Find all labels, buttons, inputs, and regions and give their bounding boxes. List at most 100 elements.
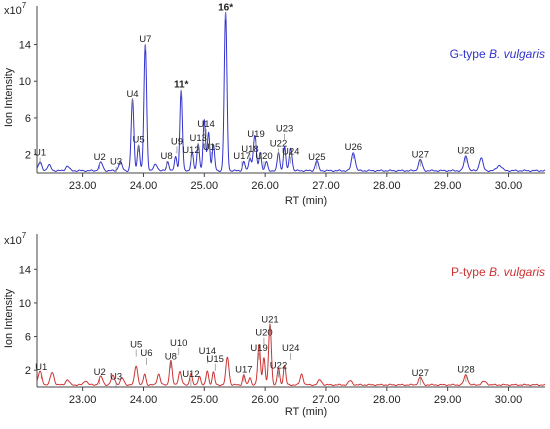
- y-tick-label: 6: [25, 113, 31, 125]
- peak-point: [249, 377, 250, 378]
- peak-point: [175, 156, 176, 157]
- peak-label: U22: [270, 138, 287, 149]
- y-tick-label: 14: [19, 40, 31, 52]
- peak-point: [158, 373, 159, 374]
- x-tick-label: 23.00: [69, 180, 97, 192]
- peak-label: U2: [94, 367, 106, 378]
- peak-label: U1: [34, 148, 46, 159]
- peak-label: U12: [182, 145, 199, 156]
- chromatogram-trace: [36, 11, 546, 173]
- peak-label: 11*: [174, 80, 189, 91]
- legend-prefix: P-type: [451, 265, 489, 279]
- peak-label: U17: [233, 151, 250, 162]
- peak-point: [301, 373, 302, 374]
- legend-entry: P-type B. vulgaris: [451, 265, 545, 279]
- y-tick-label: 6: [25, 332, 31, 344]
- peak-label: U12: [182, 369, 199, 380]
- y-multiplier-label: x107: [4, 231, 27, 247]
- peak-point: [155, 164, 156, 165]
- peak-label: U25: [308, 152, 325, 163]
- peak-point: [179, 371, 180, 372]
- peak-label: U1: [35, 362, 47, 373]
- y-tick-label: 2: [25, 150, 31, 162]
- peak-label: U10: [170, 338, 187, 349]
- y-multiplier-base: x10: [4, 235, 22, 247]
- y-tick-label: 10: [19, 76, 31, 88]
- peak-label: U27: [412, 368, 429, 379]
- y-multiplier-exponent: 7: [22, 231, 27, 240]
- peak-label: U26: [345, 142, 362, 153]
- y-multiplier-label: x107: [4, 1, 27, 17]
- x-tick-label: 25.00: [191, 394, 219, 406]
- x-tick-label: 29.00: [434, 394, 462, 406]
- x-tick-label: 29.00: [434, 180, 462, 192]
- peak-label: U28: [457, 146, 474, 157]
- peak-label: U22: [270, 361, 287, 372]
- peak-label: U3: [110, 157, 122, 168]
- peak-label: U6: [140, 348, 152, 359]
- peak-label: U2: [94, 152, 106, 163]
- x-tick-label: 25.00: [191, 180, 219, 192]
- x-tick-label: 30.00: [495, 180, 523, 192]
- peak-point: [499, 165, 500, 166]
- peak-point: [67, 166, 68, 167]
- y-tick-label: 10: [19, 298, 31, 310]
- peak-label: U20: [255, 328, 272, 339]
- peak-label: U24: [282, 147, 299, 158]
- legend-entry: G-type B. vulgaris: [450, 47, 545, 61]
- y-axis-title: Ion Intensity: [3, 67, 15, 127]
- peak-point: [207, 370, 208, 371]
- legend-prefix: G-type: [450, 47, 489, 61]
- legend-species: B. vulgaris: [489, 47, 545, 61]
- peak-point: [227, 357, 228, 358]
- peak-label: U8: [165, 351, 177, 362]
- peak-label: U19: [247, 129, 264, 140]
- x-axis-title: RT (min): [285, 195, 327, 207]
- x-tick-label: 28.00: [373, 394, 401, 406]
- peak-label: U27: [412, 149, 429, 160]
- y-multiplier-base: x10: [4, 5, 22, 17]
- peak-label: U15: [207, 354, 224, 365]
- y-tick-label: 2: [25, 365, 31, 377]
- peak-label: U28: [457, 365, 474, 376]
- peak-point: [481, 157, 482, 158]
- g-type-chromatogram-panel: 23.00 24.00 25.00 26.00 27.00 28.00 29.00 30.00…: [3, 1, 546, 207]
- x-tick-label: 24.00: [130, 394, 158, 406]
- legend-species: B. vulgaris: [489, 265, 545, 279]
- peak-point: [52, 372, 53, 373]
- peak-point: [144, 373, 145, 374]
- peak-label: U20: [255, 151, 272, 162]
- peak-label: U23: [276, 124, 293, 135]
- peak-label: U15: [203, 142, 220, 153]
- y-tick-label: 14: [19, 264, 31, 276]
- peak-point: [85, 380, 86, 381]
- x-tick-label: 27.00: [312, 180, 340, 192]
- peak-point: [350, 380, 351, 381]
- peak-label: U19: [250, 343, 267, 354]
- x-tick-label: 24.00: [130, 180, 158, 192]
- x-axis-title: RT (min): [285, 406, 327, 418]
- peak-label: U4: [126, 89, 138, 100]
- x-tick-label: 27.00: [312, 394, 340, 406]
- peak-label: 16*: [218, 3, 233, 14]
- peak-label: U14: [199, 346, 216, 357]
- peak-label: U24: [282, 343, 299, 354]
- chromatogram-trace: [36, 323, 546, 387]
- peak-label: U5: [130, 339, 142, 350]
- peak-label: U7: [139, 34, 151, 45]
- peak-label: U8: [161, 151, 173, 162]
- peak-point: [136, 365, 137, 366]
- peak-label: U9: [171, 137, 183, 148]
- x-tick-label: 28.00: [373, 180, 401, 192]
- x-tick-label: 26.00: [251, 180, 279, 192]
- x-tick-label: 26.00: [251, 394, 279, 406]
- peak-point: [484, 381, 485, 382]
- peak-label: U3: [110, 371, 122, 382]
- peak-point: [208, 132, 209, 133]
- peak-label: U18: [241, 144, 258, 155]
- x-tick-label: 23.00: [69, 394, 97, 406]
- y-multiplier-exponent: 7: [22, 1, 27, 10]
- peak-label: U5: [133, 135, 145, 146]
- peak-label: U17: [235, 365, 252, 376]
